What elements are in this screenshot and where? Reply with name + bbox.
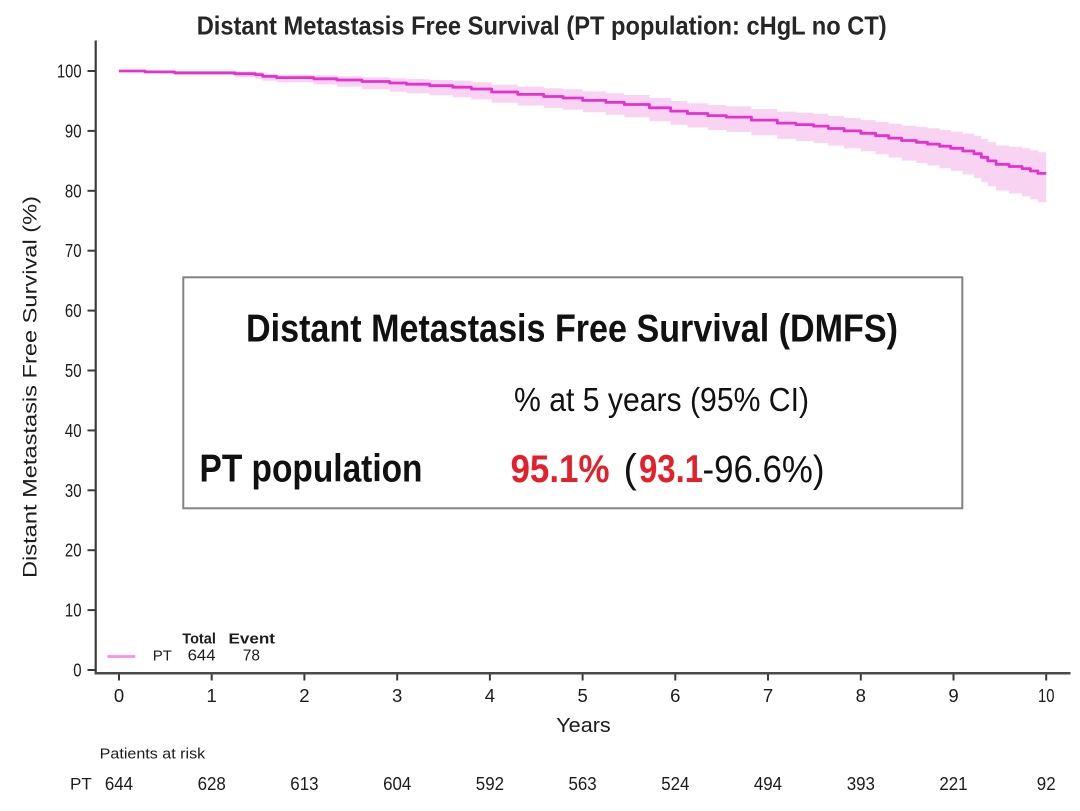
svg-text:7: 7	[763, 685, 773, 706]
svg-text:Distant Metastasis Free Surviv: Distant Metastasis Free Survival (PT pop…	[197, 11, 887, 41]
svg-text:524: 524	[661, 773, 689, 794]
svg-text:393: 393	[847, 773, 875, 794]
svg-text:50: 50	[65, 360, 82, 381]
svg-text:20: 20	[65, 540, 82, 561]
svg-text:Total: Total	[182, 632, 216, 648]
svg-text:Years: Years	[556, 714, 611, 737]
svg-text:(: (	[624, 447, 638, 491]
svg-text:92: 92	[1037, 773, 1056, 794]
svg-text:100: 100	[57, 61, 82, 82]
svg-text:1: 1	[207, 685, 217, 706]
svg-text:644: 644	[188, 648, 216, 665]
svg-text:3: 3	[392, 685, 402, 706]
svg-text:592: 592	[476, 773, 504, 794]
svg-text:563: 563	[569, 773, 597, 794]
svg-text:PT: PT	[153, 648, 172, 665]
svg-text:10: 10	[1038, 685, 1055, 706]
svg-text:78: 78	[243, 648, 260, 665]
svg-text:Distant Metastasis Free Surviv: Distant Metastasis Free Survival (%)	[20, 196, 42, 578]
svg-text:40: 40	[65, 420, 82, 441]
svg-text:Distant Metastasis Free Surviv: Distant Metastasis Free Survival (DMFS)	[246, 308, 898, 351]
svg-text:93.1: 93.1	[639, 448, 703, 491]
svg-text:9: 9	[948, 685, 958, 706]
svg-text:5: 5	[577, 685, 587, 706]
svg-text:221: 221	[939, 773, 967, 794]
svg-text:628: 628	[198, 773, 226, 794]
svg-text:PT population: PT population	[200, 448, 423, 491]
svg-text:2: 2	[299, 685, 309, 706]
svg-text:0: 0	[114, 685, 124, 706]
svg-text:644: 644	[105, 773, 133, 794]
svg-text:6: 6	[670, 685, 680, 706]
svg-text:% at 5 years (95% CI): % at 5 years (95% CI)	[514, 381, 809, 418]
svg-text:90: 90	[65, 120, 82, 141]
svg-text:Event: Event	[229, 632, 276, 648]
svg-text:70: 70	[65, 240, 82, 261]
svg-text:PT: PT	[70, 775, 92, 794]
svg-text:Patients at risk: Patients at risk	[100, 746, 206, 762]
svg-text:-96.6%): -96.6%)	[703, 449, 825, 491]
svg-text:613: 613	[290, 773, 318, 794]
svg-text:604: 604	[383, 773, 411, 794]
svg-text:4: 4	[485, 685, 495, 706]
svg-text:95.1%: 95.1%	[511, 448, 610, 491]
svg-text:30: 30	[65, 480, 82, 501]
svg-text:8: 8	[856, 685, 866, 706]
svg-text:10: 10	[65, 600, 82, 621]
svg-text:494: 494	[754, 773, 782, 794]
svg-text:0: 0	[73, 660, 81, 681]
svg-text:80: 80	[65, 180, 82, 201]
svg-text:60: 60	[65, 300, 82, 321]
